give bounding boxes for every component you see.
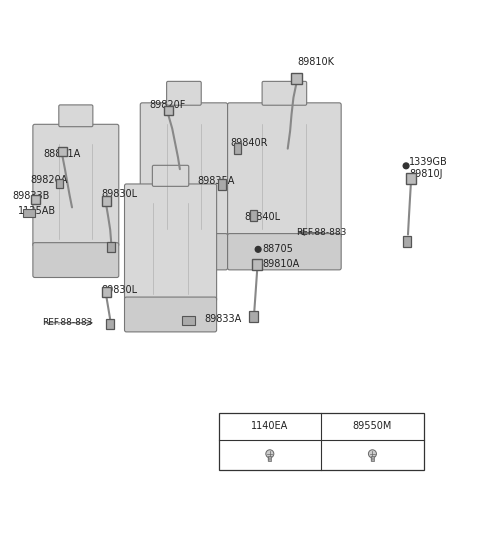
Bar	[58, 147, 67, 156]
Text: 89820F: 89820F	[149, 100, 186, 110]
Bar	[371, 456, 374, 461]
FancyBboxPatch shape	[140, 233, 228, 270]
FancyBboxPatch shape	[124, 297, 216, 332]
Bar	[108, 242, 115, 252]
Text: 89810K: 89810K	[297, 57, 334, 67]
Text: 89810J: 89810J	[409, 169, 443, 179]
Bar	[56, 179, 63, 189]
FancyBboxPatch shape	[262, 81, 307, 105]
Text: 89833B: 89833B	[12, 191, 49, 201]
FancyBboxPatch shape	[228, 103, 341, 238]
Text: REF.88-883: REF.88-883	[42, 318, 92, 327]
FancyBboxPatch shape	[140, 103, 228, 238]
Bar	[218, 413, 424, 470]
FancyBboxPatch shape	[228, 233, 341, 270]
Text: 89840R: 89840R	[230, 138, 268, 148]
Circle shape	[255, 247, 261, 252]
Text: 89840L: 89840L	[245, 212, 281, 222]
Bar	[164, 106, 173, 115]
Circle shape	[369, 450, 376, 458]
Bar	[249, 311, 258, 323]
Text: 1140EA: 1140EA	[251, 421, 288, 431]
FancyBboxPatch shape	[124, 184, 216, 301]
Text: 89810A: 89810A	[262, 258, 299, 269]
Bar	[252, 260, 263, 270]
Bar	[250, 210, 257, 221]
FancyBboxPatch shape	[167, 81, 201, 105]
Text: 89820A: 89820A	[30, 175, 67, 185]
FancyBboxPatch shape	[33, 242, 119, 278]
FancyBboxPatch shape	[152, 166, 189, 186]
Bar	[32, 195, 40, 203]
Text: REF.88-883: REF.88-883	[296, 228, 347, 237]
Text: 89550M: 89550M	[353, 421, 392, 431]
Circle shape	[403, 163, 409, 169]
Text: 89833A: 89833A	[204, 313, 241, 324]
Bar	[218, 179, 226, 190]
Text: 89830L: 89830L	[102, 285, 138, 295]
Text: 1125AB: 1125AB	[18, 206, 56, 216]
Bar	[406, 174, 416, 184]
Circle shape	[266, 450, 274, 458]
Bar	[234, 144, 241, 154]
Bar	[102, 197, 111, 206]
Bar	[23, 209, 35, 217]
Bar	[182, 316, 195, 325]
Text: 1339GB: 1339GB	[409, 157, 448, 167]
Text: 89830L: 89830L	[102, 189, 138, 199]
Bar	[291, 73, 301, 84]
Bar	[268, 456, 271, 461]
Bar	[403, 235, 411, 247]
Text: 89835A: 89835A	[197, 176, 234, 186]
Text: 88891A: 88891A	[43, 149, 81, 159]
Text: 88705: 88705	[262, 245, 293, 254]
Bar	[107, 319, 114, 329]
Bar	[102, 287, 111, 296]
FancyBboxPatch shape	[59, 105, 93, 127]
FancyBboxPatch shape	[33, 124, 119, 247]
